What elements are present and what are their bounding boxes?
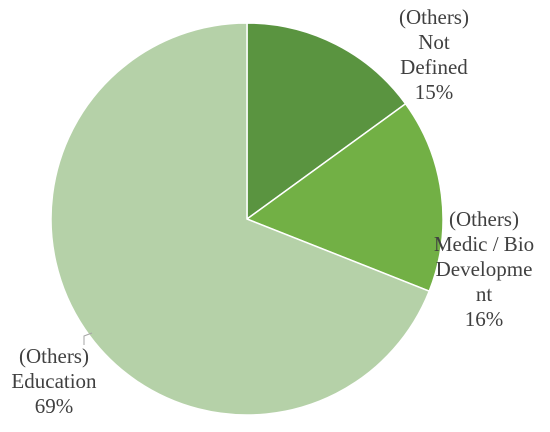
slice-label-line: Not	[418, 30, 450, 54]
slice-label-1: (Others) Not Defined 15%	[399, 5, 469, 104]
slice-label-line: (Others)	[19, 344, 89, 368]
slice-label-line: Education	[11, 369, 97, 393]
slice-label-3: (Others) Education 69%	[11, 344, 97, 418]
pie-slice-2	[245, 102, 444, 293]
slice-label-2: (Others) Medic / Bio Developme nt 16%	[434, 207, 534, 331]
pie-slice-1	[246, 22, 407, 221]
slice-label-line: Defined	[400, 55, 468, 79]
slice-label-line: nt	[476, 282, 493, 306]
slice-label-line: Developme	[436, 257, 533, 281]
slice-label-line: (Others)	[449, 207, 519, 231]
pie-slice-3	[50, 22, 431, 416]
slice-label-line: (Others)	[399, 5, 469, 29]
pie-slices	[50, 22, 444, 416]
education-leader-line	[83, 332, 93, 345]
leader-lines	[83, 332, 93, 345]
slice-label-line: Medic / Bio	[434, 232, 534, 256]
slice-labels: (Others) Not Defined 15%(Others) Medic / Bio…	[11, 5, 534, 418]
slice-label-line: 16%	[465, 307, 504, 331]
slice-label-line: 69%	[35, 394, 74, 418]
slice-label-line: 15%	[415, 80, 454, 104]
